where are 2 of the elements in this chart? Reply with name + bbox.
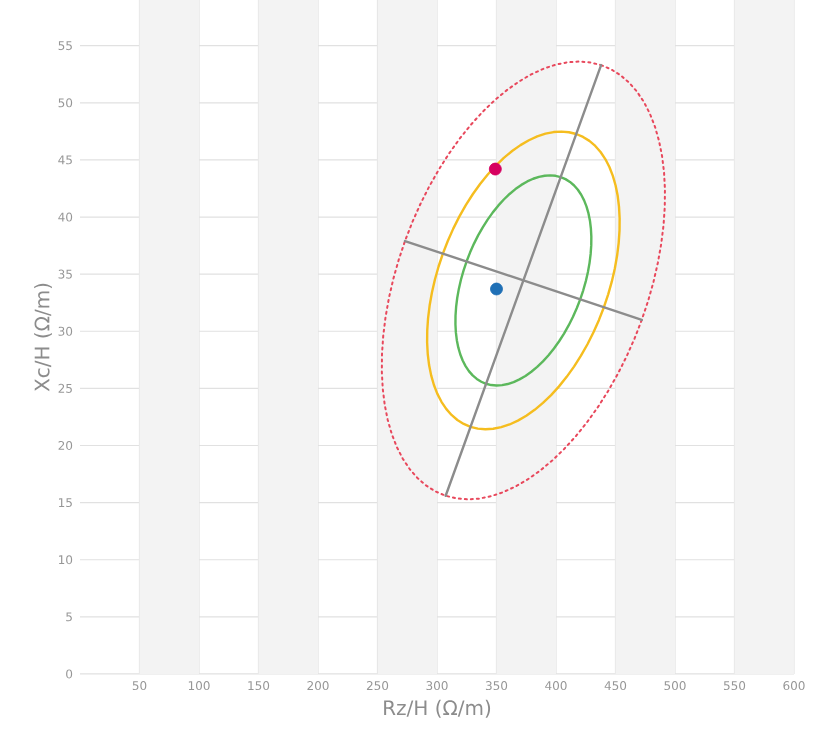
y-axis-title: Xc/H (Ω/m) [34,283,52,392]
x-axis-title: Rz/H (Ω/m) [384,699,491,718]
